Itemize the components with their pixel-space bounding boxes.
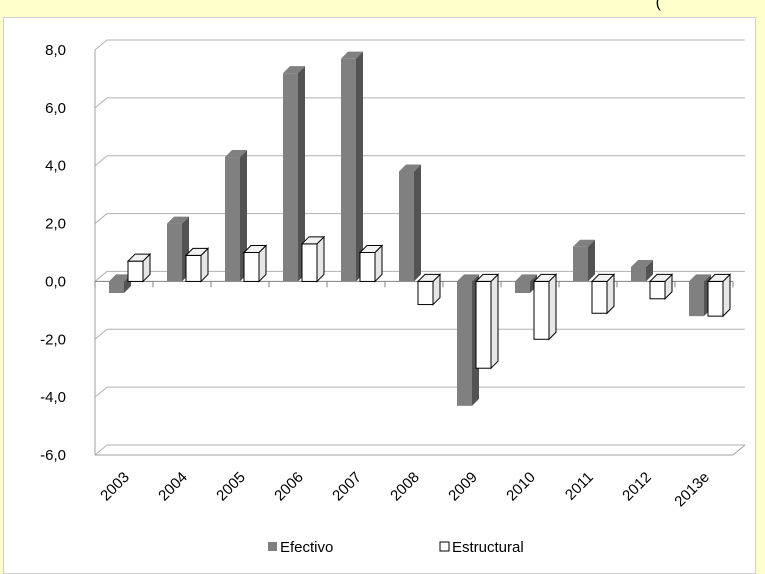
bar-estructural bbox=[706, 273, 732, 318]
y-tick-label: -6,0 bbox=[40, 447, 66, 464]
bar-efectivo bbox=[631, 259, 653, 282]
x-tick-label: 2008 bbox=[387, 469, 423, 505]
x-tick-label: 2010 bbox=[503, 469, 539, 505]
grid-depth-line bbox=[94, 97, 108, 109]
y-tick-label: -2,0 bbox=[40, 331, 66, 348]
x-tick-label: 2003 bbox=[97, 469, 133, 505]
x-tick-label: 2005 bbox=[213, 469, 249, 505]
y-tick-label: 0,0 bbox=[45, 273, 66, 290]
chart-panel bbox=[3, 17, 756, 574]
bar-estructural bbox=[416, 273, 442, 306]
clipped-title-fragment: ( bbox=[655, 0, 661, 11]
bar-estructural bbox=[358, 244, 384, 283]
legend-label: Efectivo bbox=[280, 539, 333, 556]
bar-estructural bbox=[474, 273, 500, 370]
bar-efectivo bbox=[341, 51, 363, 282]
x-tick-label: 2007 bbox=[329, 469, 365, 505]
bar-efectivo bbox=[573, 239, 595, 282]
y-tick-label: -4,0 bbox=[40, 389, 66, 406]
grid-depth-line bbox=[94, 328, 108, 340]
x-tick-label: 2009 bbox=[445, 469, 481, 505]
x-tick-label: 2006 bbox=[271, 469, 307, 505]
floor-side-line bbox=[732, 444, 746, 456]
legend-label: Estructural bbox=[452, 539, 524, 556]
grid-depth-line bbox=[94, 444, 108, 456]
bar-estructural bbox=[242, 244, 268, 283]
grid-depth-line bbox=[94, 213, 108, 224]
y-tick-label: 2,0 bbox=[45, 216, 66, 233]
bar-efectivo bbox=[399, 164, 421, 282]
x-tick-label: 2004 bbox=[155, 469, 191, 505]
bar-estructural bbox=[300, 235, 326, 283]
bar-estructural bbox=[126, 252, 152, 283]
bar-estructural bbox=[648, 273, 674, 300]
x-tick-label: 2013e bbox=[671, 469, 713, 511]
legend-swatch bbox=[439, 541, 450, 552]
y-tick-label: 4,0 bbox=[45, 158, 66, 175]
legend-swatch bbox=[268, 542, 277, 551]
bar-estructural bbox=[532, 273, 558, 341]
grid-depth-line bbox=[94, 39, 108, 51]
x-tick-label: 2011 bbox=[562, 469, 597, 504]
grid-depth-line bbox=[94, 386, 108, 398]
bar-estructural bbox=[184, 247, 210, 283]
x-tick-label: 2012 bbox=[619, 469, 655, 505]
y-tick-label: 8,0 bbox=[45, 42, 66, 59]
grid-depth-line bbox=[94, 155, 108, 167]
bar-estructural bbox=[590, 273, 616, 315]
grid-depth-line bbox=[94, 271, 108, 282]
bar-efectivo bbox=[283, 66, 305, 282]
y-tick-label: 6,0 bbox=[45, 100, 66, 117]
bar-efectivo bbox=[225, 150, 247, 282]
